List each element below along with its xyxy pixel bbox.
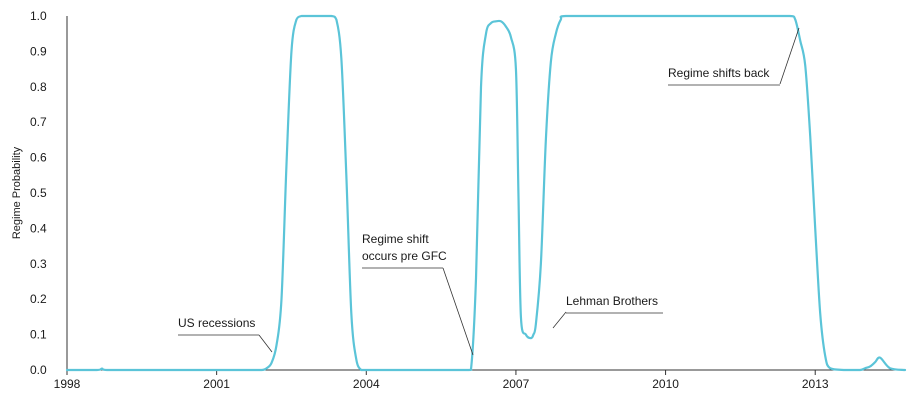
annotation-leader bbox=[552, 311, 567, 329]
x-tick-label: 2007 bbox=[503, 377, 530, 391]
y-tick-label: 0.7 bbox=[30, 115, 47, 129]
regime-probability-line bbox=[65, 14, 907, 372]
y-axis: 0.0 0.1 0.2 0.3 0.4 0.5 0.6 0.7 0.8 0.9 1.0 bbox=[30, 9, 68, 377]
annotation: Regime shift occurs pre GFC bbox=[362, 232, 474, 356]
annotation: US recessions bbox=[178, 316, 273, 353]
annotation-text: Regime shifts back bbox=[668, 66, 770, 80]
annotations: US recessions Regime shift occurs pre GFC L… bbox=[178, 27, 800, 356]
y-axis-title: Regime Probability bbox=[11, 146, 23, 239]
x-tick-label: 2001 bbox=[203, 377, 230, 391]
y-tick-label: 0.9 bbox=[30, 44, 47, 58]
y-tick-label: 0.3 bbox=[30, 257, 47, 271]
annotation: Regime shifts back bbox=[668, 27, 800, 86]
annotation-text: occurs pre GFC bbox=[362, 249, 447, 263]
annotation-leader bbox=[779, 27, 800, 85]
x-axis: 1998 2001 2004 2007 2010 2013 bbox=[54, 369, 905, 391]
x-tick-label: 2013 bbox=[802, 377, 829, 391]
annotation-text: US recessions bbox=[178, 316, 255, 330]
x-tick-label: 2010 bbox=[652, 377, 679, 391]
annotation-leader bbox=[258, 334, 273, 353]
annotation-text: Lehman Brothers bbox=[566, 294, 658, 308]
y-tick-label: 0.1 bbox=[30, 328, 47, 342]
annotation: Lehman Brothers bbox=[552, 294, 663, 329]
y-tick-label: 0.6 bbox=[30, 151, 47, 165]
annotation-leader bbox=[442, 267, 474, 356]
y-tick-label: 0.5 bbox=[30, 186, 47, 200]
x-tick-label: 1998 bbox=[54, 377, 81, 391]
y-tick-label: 0.0 bbox=[30, 363, 47, 377]
y-tick-label: 0.2 bbox=[30, 292, 47, 306]
y-tick-label: 0.4 bbox=[30, 221, 47, 235]
annotation-text: Regime shift bbox=[362, 232, 429, 246]
x-tick-label: 2004 bbox=[353, 377, 380, 391]
series-layer bbox=[65, 14, 907, 372]
y-tick-label: 1.0 bbox=[30, 9, 47, 23]
y-tick-label: 0.8 bbox=[30, 80, 47, 94]
